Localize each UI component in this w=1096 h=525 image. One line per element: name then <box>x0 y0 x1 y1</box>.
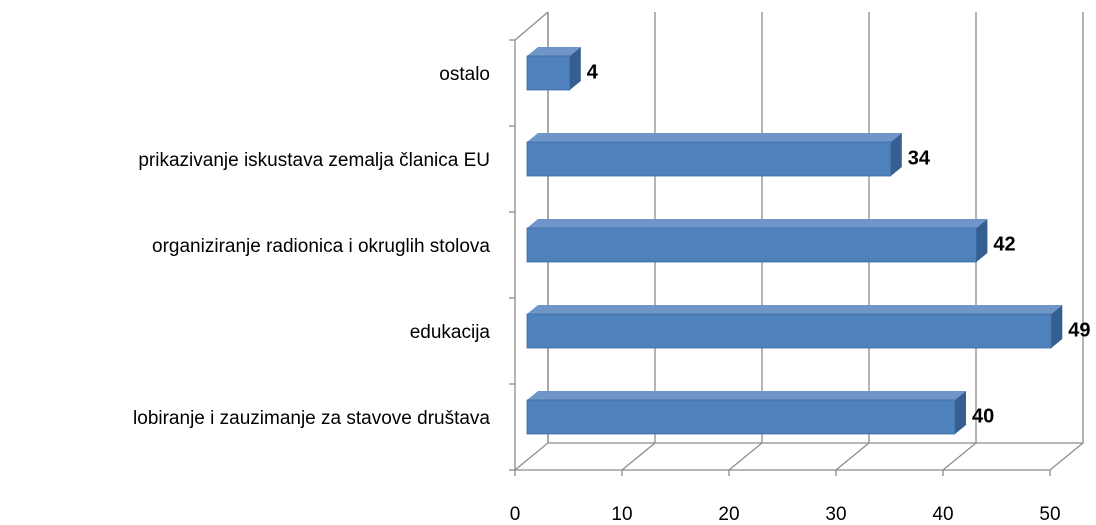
bar-end <box>890 133 902 176</box>
data-label: 34 <box>908 147 931 169</box>
bar <box>526 313 1052 349</box>
x-tick-label: 40 <box>932 504 953 525</box>
bar <box>526 141 892 177</box>
bar-top <box>527 47 581 56</box>
bar-top <box>527 133 902 142</box>
grid-line <box>1049 12 1084 471</box>
bar-top <box>527 219 988 228</box>
bar-top <box>527 391 966 400</box>
bar-end <box>569 47 581 90</box>
grid-line <box>942 12 977 471</box>
bar-top <box>527 305 1063 314</box>
data-label: 40 <box>972 405 994 427</box>
bar-end <box>1051 305 1063 348</box>
bar-end <box>955 391 966 434</box>
x-tick-label: 50 <box>1039 504 1060 525</box>
bar <box>526 55 571 91</box>
data-label: 49 <box>1068 319 1090 341</box>
bar <box>526 227 977 263</box>
bar <box>526 399 956 435</box>
category-label: lobiranje i zauzimanje za stavove društa… <box>133 408 490 429</box>
category-label: ostalo <box>439 64 490 85</box>
data-label: 4 <box>587 61 599 83</box>
x-tick-label: 20 <box>718 504 739 525</box>
x-tick-label: 30 <box>825 504 846 525</box>
bar-end <box>976 219 988 262</box>
x-tick-label: 0 <box>510 504 521 525</box>
data-label: 42 <box>993 233 1015 255</box>
category-label: organiziranje radionica i okruglih stolo… <box>152 236 490 257</box>
x-tick-label: 10 <box>611 504 632 525</box>
category-label: prikazivanje iskustava zemalja članica E… <box>138 150 490 171</box>
category-label: edukacija <box>410 322 491 343</box>
